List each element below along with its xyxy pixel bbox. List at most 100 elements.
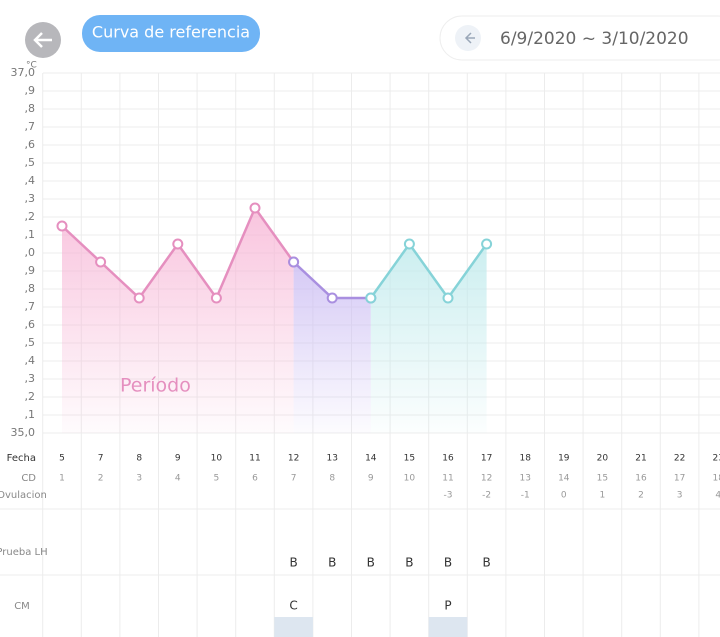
cell: 18: [712, 474, 720, 484]
date-label: 18: [519, 454, 531, 464]
cell: P: [444, 599, 451, 613]
date-label: 12: [288, 454, 299, 464]
row-label: Ovulacion: [0, 490, 47, 501]
row-label: Fecha: [7, 453, 36, 464]
cell: -1: [521, 491, 530, 501]
cm-cell: [428, 617, 468, 637]
date-range: 6/9/2020 ~ 3/10/2020: [500, 29, 689, 49]
cell: 14: [558, 474, 570, 484]
cell: 10: [404, 474, 416, 484]
back-arrow: [33, 32, 52, 48]
reference-button[interactable]: [82, 15, 260, 52]
cm-cell: [274, 617, 313, 637]
date-label: 19: [558, 454, 570, 464]
point: [249, 202, 261, 214]
y-tick-label: ,1: [25, 408, 36, 421]
cell: B: [444, 556, 452, 570]
point: [481, 238, 493, 250]
date-label: 23: [712, 454, 720, 464]
cell: 13: [519, 474, 530, 484]
cell: B: [405, 556, 413, 570]
point: [133, 292, 145, 304]
date-label: 21: [635, 454, 646, 464]
date-range-box: [439, 15, 720, 61]
area: [370, 244, 487, 433]
reference-button-label: Curva de referencia: [92, 23, 250, 42]
y-tick-label: ,6: [25, 318, 36, 331]
y-tick-label: 37,0: [11, 66, 36, 79]
area: [293, 262, 371, 433]
cell: 3: [677, 491, 683, 501]
y-tick-label: ,0: [25, 246, 36, 259]
date-label: 8: [136, 454, 142, 464]
y-tick-label: ,7: [25, 120, 36, 133]
cell: 2: [638, 491, 644, 501]
cell: B: [482, 556, 490, 570]
y-tick-label: ,9: [25, 264, 36, 277]
row-label: CM: [14, 601, 30, 612]
line: [369, 241, 488, 301]
cell: 4: [175, 474, 181, 484]
area: [62, 208, 294, 433]
date-label: 20: [597, 454, 609, 464]
date-label: 13: [326, 454, 337, 464]
y-tick-label: 35,0: [11, 426, 36, 439]
date-label: 7: [98, 454, 104, 464]
date-label: 10: [211, 454, 223, 464]
cell: B: [367, 556, 375, 570]
cell: 1: [59, 474, 65, 484]
date-label: 14: [365, 454, 377, 464]
y-tick-label: ,8: [25, 282, 36, 295]
y-tick-label: ,4: [25, 354, 36, 367]
point: [326, 292, 338, 304]
cell: 1: [600, 491, 606, 501]
cell: 17: [674, 474, 685, 484]
cell: 6: [252, 474, 258, 484]
y-tick-label: ,1: [25, 228, 36, 241]
cell: 16: [635, 474, 647, 484]
point: [210, 292, 222, 304]
cell: 15: [597, 474, 608, 484]
cell: 4: [715, 491, 720, 501]
cell: 9: [368, 474, 374, 484]
cell: B: [289, 556, 297, 570]
cell: C: [289, 599, 297, 613]
date-label: 17: [481, 454, 492, 464]
date-label: 9: [175, 454, 181, 464]
date-label: 11: [249, 454, 260, 464]
y-tick-label: ,4: [25, 174, 36, 187]
prev-icon: [464, 32, 475, 44]
date-label: 15: [404, 454, 415, 464]
y-tick-label: ,3: [25, 372, 36, 385]
y-tick-label: ,6: [25, 138, 36, 151]
y-tick-label: ,5: [25, 156, 36, 169]
row-label: CD: [21, 473, 36, 484]
cell: 0: [561, 491, 567, 501]
cell: B: [328, 556, 336, 570]
annotation: Período: [120, 375, 191, 397]
cell: 11: [442, 474, 453, 484]
point: [442, 292, 454, 304]
y-tick-label: ,2: [25, 210, 36, 223]
point: [95, 256, 107, 268]
point: [365, 292, 377, 304]
date-label: 16: [442, 454, 454, 464]
cell: 8: [329, 474, 335, 484]
cell: 7: [291, 474, 297, 484]
point: [56, 220, 68, 232]
cell: 2: [98, 474, 104, 484]
row-label: Prueba LH: [0, 547, 48, 558]
cell: 12: [481, 474, 492, 484]
y-tick-label: ,3: [25, 192, 36, 205]
cell: 3: [136, 474, 142, 484]
y-tick-label: ,9: [25, 84, 36, 97]
y-tick-label: ,5: [25, 336, 36, 349]
date-label: 5: [59, 454, 65, 464]
y-tick-label: ,8: [25, 102, 36, 115]
cell: -2: [482, 491, 491, 501]
cell: -3: [444, 491, 453, 501]
y-tick-label: ,2: [25, 390, 36, 403]
y-tick-label: ,7: [25, 300, 36, 313]
unit-label: °C: [26, 61, 37, 71]
